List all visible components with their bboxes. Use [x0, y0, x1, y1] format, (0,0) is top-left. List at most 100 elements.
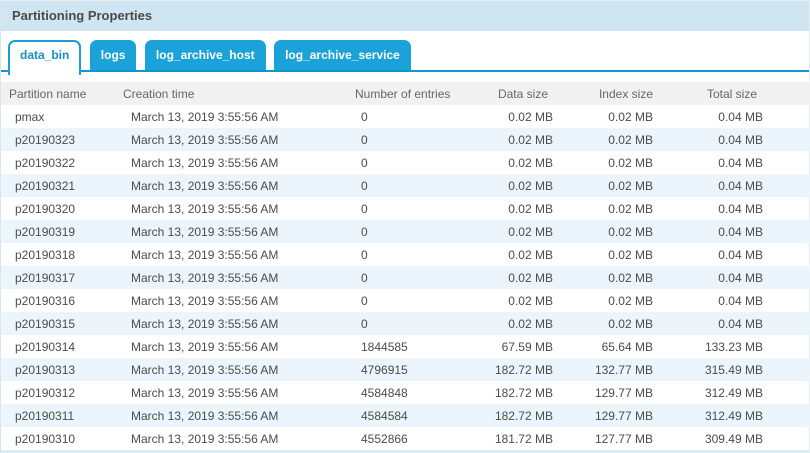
table-cell: 67.59 MB: [501, 339, 553, 354]
table-cell: March 13, 2019 3:55:56 AM: [131, 339, 279, 354]
table-cell: 315.49 MB: [704, 362, 763, 377]
table-cell: 4552866: [361, 431, 408, 446]
table-cell: March 13, 2019 3:55:56 AM: [131, 270, 279, 285]
table-cell: [771, 427, 810, 450]
table-cell: March 13, 2019 3:55:56 AM: [131, 178, 279, 193]
table-cell: 0.02 MB: [508, 109, 553, 124]
table-cell: 312.49 MB: [704, 408, 763, 423]
table-cell: 181.72 MB: [494, 431, 553, 446]
table-cell: 0.02 MB: [608, 155, 653, 170]
tab-data-bin[interactable]: data_bin: [8, 40, 82, 75]
table-cell: 0.04 MB: [718, 247, 763, 262]
table-cell: [771, 266, 810, 289]
table-cell: March 13, 2019 3:55:56 AM: [131, 109, 279, 124]
table-cell: [771, 335, 810, 358]
table-cell: 312.49 MB: [704, 385, 763, 400]
table-row: p20190322 March 13, 2019 3:55:56 AM 0 0.02 …: [1, 151, 810, 174]
table-row: pmax March 13, 2019 3:55:56 AM 0 0.02 MB 0.0…: [1, 105, 810, 128]
table-cell: 0.04 MB: [718, 293, 763, 308]
table-cell: 0.02 MB: [508, 201, 553, 216]
table-row: p20190319 March 13, 2019 3:55:56 AM 0 0.02 …: [1, 220, 810, 243]
table-cell: 127.77 MB: [594, 431, 653, 446]
table-cell: [771, 128, 810, 151]
table-cell: p20190319: [15, 224, 76, 239]
table-cell: 4796915: [361, 362, 408, 377]
table-cell: 0.02 MB: [608, 109, 653, 124]
table-row: p20190310 March 13, 2019 3:55:56 AM 455286…: [1, 427, 810, 450]
column-header-data-size: Data size: [461, 82, 561, 105]
table-cell: 0.04 MB: [718, 178, 763, 193]
table-row: p20190317 March 13, 2019 3:55:56 AM 0 0.02 …: [1, 266, 810, 289]
column-header-filler: [771, 82, 810, 105]
table-cell: 0: [361, 316, 368, 331]
table-cell: 0.02 MB: [508, 132, 553, 147]
table-cell: 0: [361, 270, 368, 285]
table-cell: [771, 358, 810, 381]
table-cell: March 13, 2019 3:55:56 AM: [131, 155, 279, 170]
table-row: p20190318 March 13, 2019 3:55:56 AM 0 0.02 …: [1, 243, 810, 266]
table-cell: [771, 174, 810, 197]
table-cell: p20190323: [15, 132, 76, 147]
table-cell: 4584584: [361, 408, 408, 423]
table-cell: [771, 243, 810, 266]
table-cell: 0.04 MB: [718, 224, 763, 239]
table-cell: 0: [361, 224, 368, 239]
table-cell: 129.77 MB: [594, 408, 653, 423]
table-cell: [771, 197, 810, 220]
table-cell: 0.02 MB: [508, 270, 553, 285]
column-header-index-size: Index size: [561, 82, 661, 105]
table-cell: March 13, 2019 3:55:56 AM: [131, 224, 279, 239]
table-cell: pmax: [15, 109, 45, 124]
table-cell: March 13, 2019 3:55:56 AM: [131, 362, 279, 377]
table-cell: p20190316: [15, 293, 76, 308]
table-cell: [771, 220, 810, 243]
table-cell: 0: [361, 109, 368, 124]
table-row: p20190312 March 13, 2019 3:55:56 AM 458484…: [1, 381, 810, 404]
table-cell: 0.02 MB: [608, 178, 653, 193]
table-cell: March 13, 2019 3:55:56 AM: [131, 385, 279, 400]
table-cell: 0: [361, 155, 368, 170]
table-cell: p20190322: [15, 155, 76, 170]
tab-log-archive-host[interactable]: log_archive_host: [144, 40, 266, 70]
table-cell: 0: [361, 132, 368, 147]
table-cell: 0.02 MB: [608, 224, 653, 239]
table-cell: p20190317: [15, 270, 76, 285]
table-cell: 182.72 MB: [494, 385, 553, 400]
table-cell: 0.02 MB: [608, 132, 653, 147]
table-cell: 132.77 MB: [594, 362, 653, 377]
table-cell: 0.02 MB: [508, 316, 553, 331]
table-cell: [771, 404, 810, 427]
table-cell: 0.04 MB: [718, 201, 763, 216]
table-cell: March 13, 2019 3:55:56 AM: [131, 201, 279, 216]
table-row: p20190320 March 13, 2019 3:55:56 AM 0 0.02 …: [1, 197, 810, 220]
table-cell: [771, 381, 810, 404]
table-cell: p20190318: [15, 247, 76, 262]
table-cell: 182.72 MB: [494, 362, 553, 377]
table-cell: 129.77 MB: [594, 385, 653, 400]
table-header: Partition name Creation time Number of e…: [1, 82, 810, 105]
table-cell: 0.02 MB: [508, 224, 553, 239]
column-header-partition-name: Partition name: [1, 82, 123, 105]
table-cell: 309.49 MB: [704, 431, 763, 446]
tab-bar: data_bin logs log_archive_host log_archi…: [1, 40, 809, 76]
table-cell: 0.04 MB: [718, 132, 763, 147]
table-cell: p20190314: [15, 339, 76, 354]
table-cell: 133.23 MB: [704, 339, 763, 354]
table-cell: March 13, 2019 3:55:56 AM: [131, 247, 279, 262]
column-header-creation-time: Creation time: [123, 82, 353, 105]
table-cell: p20190313: [15, 362, 76, 377]
table-row: p20190314 March 13, 2019 3:55:56 AM 184458…: [1, 335, 810, 358]
tab-logs[interactable]: logs: [89, 40, 137, 70]
table-cell: p20190321: [15, 178, 76, 193]
column-header-total-size: Total size: [661, 82, 771, 105]
table-cell: 0.04 MB: [718, 109, 763, 124]
tab-underline-divider: [1, 70, 809, 72]
table-cell: 0: [361, 247, 368, 262]
table-cell: 0: [361, 201, 368, 216]
table-cell: 0.02 MB: [508, 247, 553, 262]
table-cell: 0.04 MB: [718, 155, 763, 170]
table-cell: [771, 312, 810, 335]
table-cell: 0.02 MB: [508, 155, 553, 170]
tab-log-archive-service[interactable]: log_archive_service: [274, 40, 411, 70]
table-cell: March 13, 2019 3:55:56 AM: [131, 293, 279, 308]
